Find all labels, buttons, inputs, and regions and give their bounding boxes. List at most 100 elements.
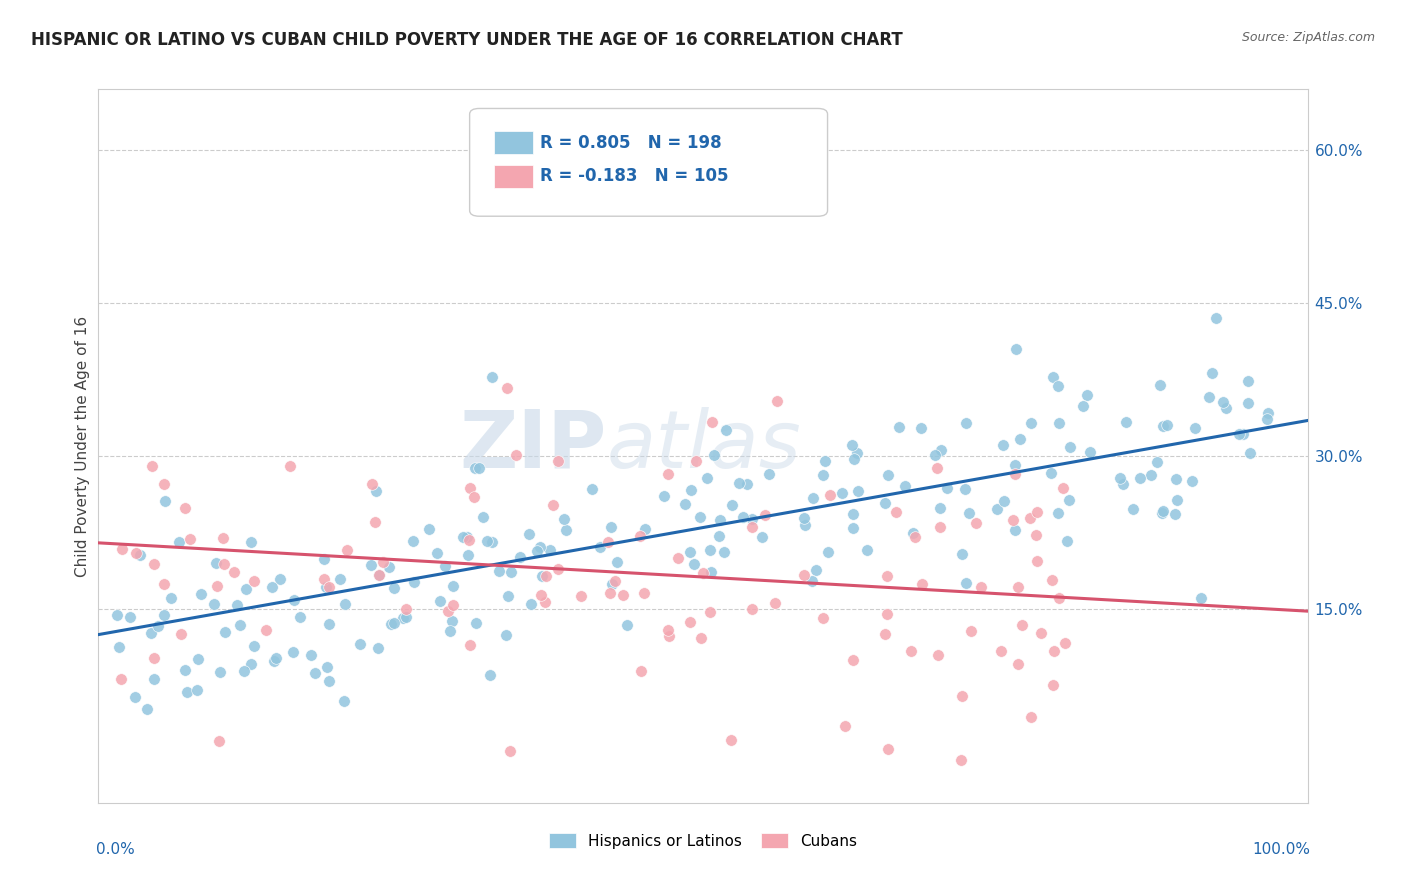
FancyBboxPatch shape bbox=[494, 165, 533, 187]
Point bbox=[666, 551, 689, 566]
Point bbox=[142, 650, 165, 665]
Point bbox=[1042, 643, 1064, 657]
Point bbox=[924, 448, 946, 462]
Point bbox=[936, 481, 959, 495]
Point bbox=[1005, 343, 1028, 357]
Legend: Hispanics or Latinos, Cubans: Hispanics or Latinos, Cubans bbox=[548, 833, 858, 848]
Point bbox=[1215, 401, 1237, 416]
Point bbox=[1166, 492, 1188, 507]
Point bbox=[367, 568, 389, 582]
Point bbox=[600, 519, 623, 533]
Point bbox=[707, 529, 730, 543]
Point bbox=[1181, 474, 1204, 488]
Point bbox=[426, 546, 449, 560]
Point bbox=[1004, 467, 1026, 481]
Point bbox=[741, 602, 763, 616]
Point bbox=[1056, 534, 1078, 549]
Point bbox=[288, 609, 311, 624]
Point bbox=[1021, 416, 1043, 430]
Point bbox=[690, 631, 713, 645]
Point bbox=[214, 625, 236, 640]
Point bbox=[950, 690, 973, 704]
Point bbox=[1047, 416, 1070, 430]
Point bbox=[509, 549, 531, 564]
Point bbox=[1239, 446, 1261, 460]
Point bbox=[700, 566, 723, 580]
Point bbox=[481, 369, 503, 384]
Point bbox=[472, 509, 495, 524]
Point bbox=[264, 651, 287, 665]
Point bbox=[900, 644, 922, 658]
Point bbox=[1146, 455, 1168, 469]
Point bbox=[834, 719, 856, 733]
Point bbox=[499, 565, 522, 579]
Point bbox=[1040, 467, 1063, 481]
Point bbox=[526, 544, 548, 558]
Point bbox=[700, 415, 723, 429]
Point bbox=[367, 567, 389, 582]
Point bbox=[612, 589, 634, 603]
Point bbox=[713, 545, 735, 559]
Point bbox=[141, 458, 163, 473]
Point bbox=[278, 458, 301, 473]
Point bbox=[260, 580, 283, 594]
Point bbox=[110, 672, 132, 686]
Point bbox=[657, 623, 679, 637]
Point bbox=[1201, 366, 1223, 380]
Point bbox=[316, 660, 339, 674]
Point bbox=[842, 653, 865, 667]
Point bbox=[254, 623, 277, 637]
Point bbox=[876, 569, 898, 583]
Point bbox=[107, 640, 129, 654]
Point bbox=[475, 533, 498, 548]
Point bbox=[801, 491, 824, 505]
Point bbox=[728, 475, 751, 490]
Point bbox=[332, 694, 354, 708]
Point bbox=[208, 665, 231, 679]
Text: 0.0%: 0.0% bbox=[96, 842, 135, 857]
Point bbox=[1152, 419, 1174, 434]
Point bbox=[402, 574, 425, 589]
Text: 100.0%: 100.0% bbox=[1251, 842, 1310, 857]
Point bbox=[228, 618, 250, 632]
Point bbox=[211, 531, 233, 545]
Point bbox=[993, 494, 1015, 508]
Point bbox=[533, 595, 555, 609]
Point bbox=[395, 602, 418, 616]
Point bbox=[1112, 477, 1135, 491]
Point bbox=[1164, 472, 1187, 486]
Point bbox=[190, 587, 212, 601]
Point bbox=[433, 558, 456, 573]
Point bbox=[763, 596, 786, 610]
Point bbox=[682, 557, 704, 571]
Point bbox=[814, 454, 837, 468]
Point bbox=[841, 438, 863, 452]
Point bbox=[179, 533, 201, 547]
Point bbox=[876, 742, 898, 756]
Point bbox=[709, 513, 731, 527]
Point bbox=[1109, 471, 1132, 485]
Point bbox=[1189, 591, 1212, 605]
Point bbox=[1040, 573, 1063, 587]
Point bbox=[124, 690, 146, 705]
Point bbox=[360, 477, 382, 491]
Point bbox=[495, 628, 517, 642]
Point bbox=[1115, 415, 1137, 429]
Point bbox=[148, 618, 170, 632]
Point bbox=[457, 548, 479, 562]
Point bbox=[735, 477, 758, 491]
Point bbox=[208, 734, 231, 748]
Point bbox=[1042, 678, 1064, 692]
Point bbox=[714, 423, 737, 437]
Point bbox=[465, 616, 488, 631]
Point bbox=[232, 664, 254, 678]
Point bbox=[794, 517, 817, 532]
Point bbox=[283, 592, 305, 607]
Point bbox=[458, 481, 481, 495]
Point bbox=[395, 610, 418, 624]
Point bbox=[741, 512, 763, 526]
Point bbox=[360, 558, 382, 573]
Point bbox=[1149, 378, 1171, 392]
Point bbox=[458, 638, 481, 652]
Point bbox=[925, 461, 948, 475]
